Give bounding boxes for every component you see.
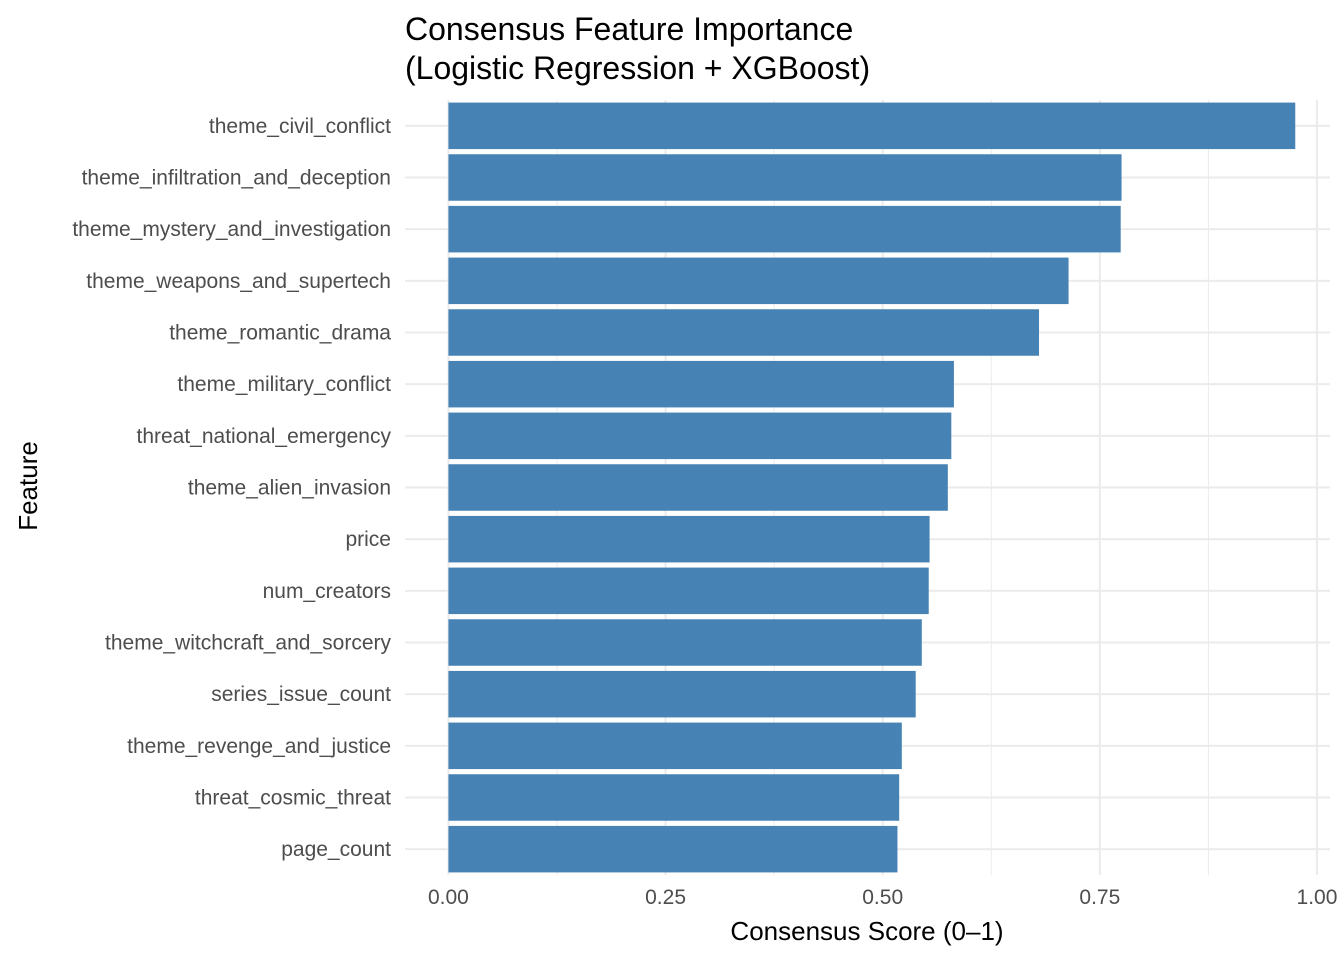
bar-theme-witchcraft-and-sorcery — [448, 619, 922, 666]
bar-theme-alien-invasion — [448, 464, 948, 511]
bar-threat-cosmic-threat — [448, 774, 900, 821]
y-tick-label: theme_revenge_and_justice — [127, 735, 391, 758]
y-tick-label: theme_romantic_drama — [169, 322, 391, 345]
bar-theme-romantic-drama — [448, 309, 1040, 356]
x-tick-label: 0.25 — [645, 886, 686, 909]
y-tick-label: series_issue_count — [211, 683, 391, 706]
x-tick-label: 1.00 — [1297, 886, 1338, 909]
bar-theme-infiltration-and-deception — [448, 154, 1122, 201]
x-axis-title: Consensus Score (0–1) — [730, 916, 1003, 946]
y-tick-label: threat_national_emergency — [136, 425, 391, 448]
bar-theme-mystery-and-investigation — [448, 205, 1121, 253]
x-tick-labels: 0.00 0.25 0.50 0.75 1.00 — [428, 886, 1337, 909]
y-tick-label: theme_civil_conflict — [209, 115, 391, 138]
y-tick-label: threat_cosmic_threat — [195, 787, 391, 810]
y-tick-label: theme_military_conflict — [177, 373, 391, 396]
bar-threat-national-emergency — [448, 412, 952, 460]
bar-price — [448, 515, 930, 563]
bar-theme-military-conflict — [448, 360, 954, 408]
y-tick-label: theme_alien_invasion — [188, 477, 391, 500]
y-tick-labels: theme_civil_conflict theme_infiltration_a… — [72, 115, 391, 861]
bar-theme-weapons-and-supertech — [448, 257, 1069, 305]
y-tick-label: price — [345, 528, 391, 551]
bars-layer — [448, 102, 1296, 873]
y-tick-label: theme_weapons_and_supertech — [86, 270, 391, 293]
y-tick-label: theme_witchcraft_and_sorcery — [105, 632, 391, 655]
bar-series-issue-count — [448, 670, 916, 718]
chart-title-line-1: Consensus Feature Importance — [405, 11, 853, 47]
x-tick-label: 0.75 — [1079, 886, 1120, 909]
bar-theme-civil-conflict — [448, 102, 1296, 150]
bar-theme-revenge-and-justice — [448, 722, 902, 770]
y-axis-title: Feature — [13, 441, 43, 531]
y-tick-label: page_count — [281, 838, 391, 861]
chart-title-line-2: (Logistic Regression + XGBoost) — [405, 50, 870, 86]
x-tick-label: 0.00 — [428, 886, 469, 909]
bar-num-creators — [448, 567, 929, 615]
bar-page-count — [448, 825, 898, 873]
y-tick-label: theme_mystery_and_investigation — [72, 218, 391, 241]
y-tick-label: num_creators — [263, 580, 391, 603]
x-tick-label: 0.50 — [862, 886, 903, 909]
y-tick-label: theme_infiltration_and_deception — [82, 167, 391, 190]
